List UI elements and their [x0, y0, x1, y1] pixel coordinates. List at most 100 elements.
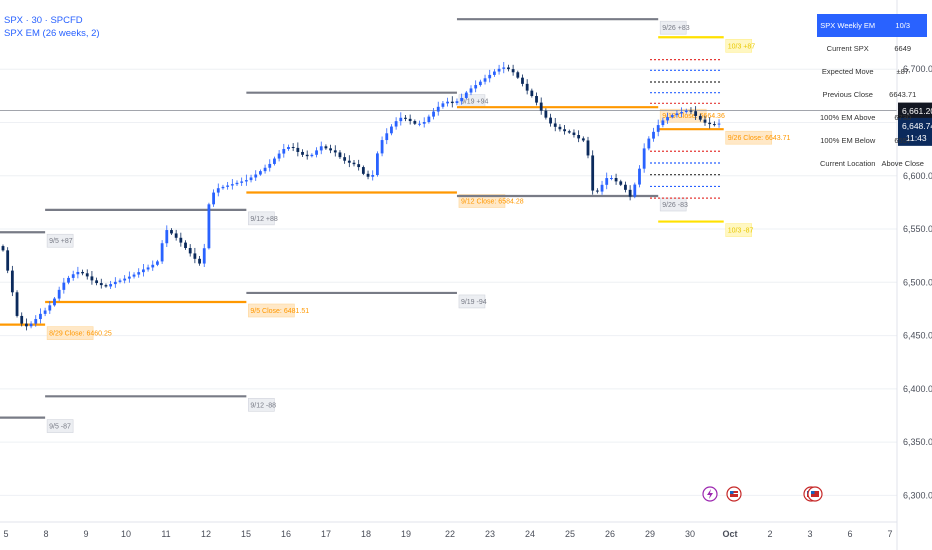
- candle: [511, 64, 515, 76]
- candle: [698, 113, 702, 122]
- candle: [455, 98, 459, 106]
- x-tick-label: 10: [121, 529, 131, 539]
- x-tick-label: Oct: [722, 529, 737, 539]
- candle: [628, 185, 632, 201]
- candle: [338, 150, 342, 160]
- price-badges: 6,661.20 6,648.74 11:43: [898, 102, 932, 146]
- candle: [244, 174, 248, 186]
- candle: [179, 232, 183, 247]
- candle: [427, 114, 431, 124]
- candle: [446, 97, 449, 107]
- x-tick-label: 25: [565, 529, 575, 539]
- y-tick-label: 6,300.00: [903, 490, 932, 500]
- em-table-row: Previous Close 6643.71: [817, 83, 927, 106]
- x-tick-label: 2: [767, 529, 772, 539]
- x-tick-label: 26: [605, 529, 615, 539]
- candle: [539, 97, 543, 115]
- candle: [521, 74, 524, 87]
- level-label: 9/5 +87: [46, 233, 74, 248]
- candle: [703, 115, 707, 126]
- indicator-title[interactable]: SPX EM (26 weeks, 2): [4, 28, 100, 39]
- candle: [549, 113, 552, 127]
- candle: [226, 181, 230, 190]
- y-tick-label: 6,550.00: [903, 224, 932, 234]
- candle: [259, 169, 262, 176]
- y-tick-label: 6,450.00: [903, 331, 932, 341]
- candle: [212, 189, 215, 207]
- svg-text:6,661.20: 6,661.20: [902, 106, 932, 116]
- candle: [151, 260, 155, 271]
- candle: [404, 115, 407, 122]
- candle: [324, 144, 328, 150]
- em-table-row: Current SPX 6649: [817, 37, 927, 60]
- candle: [408, 114, 412, 125]
- x-tick-label: 6: [847, 529, 852, 539]
- candle: [29, 321, 33, 329]
- candle: [694, 106, 698, 120]
- candle: [708, 117, 712, 129]
- candle: [656, 119, 660, 137]
- x-tick-label: 22: [445, 529, 455, 539]
- candle: [156, 259, 159, 267]
- svg-text:9/19 +94: 9/19 +94: [461, 99, 489, 106]
- candle: [184, 240, 187, 250]
- candle: [71, 270, 75, 281]
- level-label: 10/3 -87: [725, 223, 754, 237]
- candle: [113, 277, 117, 288]
- candle: [497, 64, 501, 75]
- x-tick-label: 16: [281, 529, 291, 539]
- candle: [39, 308, 42, 324]
- candle: [132, 272, 136, 279]
- us-flag-icon: [726, 486, 742, 502]
- candle: [553, 117, 557, 132]
- candle: [310, 153, 314, 158]
- svg-text:9/5 Close: 6481.51: 9/5 Close: 6481.51: [250, 308, 309, 315]
- candle: [6, 247, 10, 274]
- candle: [202, 243, 206, 267]
- svg-text:9/12 +88: 9/12 +88: [250, 216, 278, 223]
- level-label: 9/5 Close: 6481.51: [248, 303, 309, 318]
- candle: [535, 92, 538, 106]
- em-table-key: Current Location: [820, 159, 876, 168]
- candle: [488, 69, 492, 83]
- candle: [464, 90, 468, 100]
- candle: [558, 124, 562, 132]
- candle: [591, 150, 595, 195]
- em-table-value: 10/3: [878, 14, 927, 37]
- candle: [614, 173, 618, 185]
- em-table-value: 6643.71: [889, 90, 917, 99]
- candle: [34, 315, 38, 327]
- x-tick-label: 8: [43, 529, 48, 539]
- candle: [525, 79, 529, 95]
- x-tick-label: 24: [525, 529, 535, 539]
- svg-text:9/12 -88: 9/12 -88: [250, 402, 276, 409]
- level-label: 10/3 +87: [725, 38, 755, 53]
- candle: [43, 307, 47, 317]
- candle: [230, 179, 234, 190]
- svg-text:9/26 -83: 9/26 -83: [662, 202, 688, 209]
- candle: [20, 312, 24, 327]
- level-label: 9/12 +88: [248, 211, 278, 226]
- em-table-value: 6557: [894, 136, 912, 145]
- candle: [595, 188, 599, 194]
- x-tick-label: 7: [887, 529, 892, 539]
- candle: [287, 144, 290, 151]
- candle: [165, 225, 169, 248]
- candle: [474, 80, 478, 93]
- em-table-value: ±87: [896, 67, 909, 76]
- last-price-badge: 6,661.20: [898, 102, 932, 119]
- candle: [450, 96, 454, 108]
- candle: [81, 269, 84, 276]
- svg-text:9/5 +87: 9/5 +87: [49, 238, 73, 245]
- candle: [371, 170, 375, 181]
- symbol-title[interactable]: SPX · 30 · SPCFD: [4, 15, 83, 26]
- candle: [273, 156, 276, 166]
- candle: [329, 144, 332, 154]
- candle: [502, 61, 506, 74]
- em-table-row: Expected Move ±87: [817, 60, 927, 83]
- em-table-value: Above Close: [881, 159, 924, 168]
- candle: [137, 268, 141, 278]
- candle: [291, 143, 295, 152]
- time-axis: 5 8 9 10 11 12 15 16 17 18 19 22 23 24 25 26 29 30 Oct 2 3 6 7: [0, 521, 897, 539]
